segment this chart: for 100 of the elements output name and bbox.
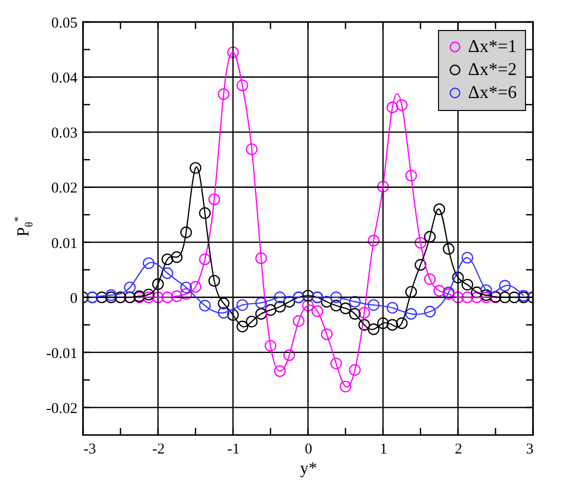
point (452, 292, 464, 304)
point (218, 306, 230, 319)
point (236, 299, 248, 311)
point (236, 79, 248, 92)
point (199, 254, 211, 266)
point (470, 286, 483, 298)
point (208, 193, 220, 206)
point (246, 143, 258, 156)
point (302, 290, 314, 302)
point (292, 315, 304, 327)
point (236, 320, 248, 332)
legend-label: Δx*=6 (468, 82, 517, 102)
point (386, 302, 398, 314)
point (377, 317, 389, 330)
x-tick-label: 1 (380, 442, 388, 458)
point (152, 292, 164, 304)
point (508, 292, 520, 304)
point (170, 251, 183, 263)
point (208, 274, 220, 287)
point (330, 358, 342, 370)
point (462, 292, 474, 304)
point (330, 292, 342, 304)
y-tick-label: -0.02 (46, 400, 78, 417)
point (283, 349, 296, 361)
point (414, 259, 426, 271)
point (218, 88, 230, 100)
y-tick-label: 0.01 (51, 236, 78, 252)
point (330, 300, 342, 312)
point (142, 257, 154, 270)
point (340, 302, 352, 314)
x-tick-label: -1 (227, 442, 240, 458)
point (340, 380, 352, 392)
point (142, 292, 154, 304)
point (180, 282, 192, 294)
point (302, 300, 314, 312)
point (358, 319, 370, 331)
point (180, 226, 192, 238)
point (386, 102, 398, 114)
x-tick-label: 0 (304, 442, 312, 458)
point (105, 289, 117, 301)
point (349, 308, 361, 320)
point (274, 300, 286, 313)
y-tick-label: 0.03 (51, 126, 78, 142)
point (320, 296, 333, 308)
y-tick-label: 0.04 (51, 70, 78, 87)
point (142, 288, 154, 300)
point (462, 278, 474, 290)
point (218, 298, 230, 310)
point (283, 296, 296, 308)
point (255, 297, 267, 309)
legend-label: Δx*=2 (468, 59, 517, 79)
point (424, 230, 436, 243)
point (405, 170, 417, 182)
point (499, 280, 511, 292)
point (470, 292, 483, 304)
point (170, 290, 183, 302)
x-axis-title: y* (300, 458, 317, 478)
point (274, 365, 286, 377)
point (405, 286, 417, 298)
point (255, 308, 267, 320)
point (190, 281, 202, 293)
point (386, 319, 398, 331)
point (190, 162, 202, 174)
legend-label: Δx*=1 (468, 36, 517, 56)
point (274, 292, 286, 304)
point (96, 292, 108, 304)
point (312, 305, 324, 317)
y-tick-label: 0.05 (51, 16, 78, 32)
point (349, 296, 361, 308)
point (405, 308, 417, 320)
point (424, 306, 436, 318)
point (199, 300, 211, 312)
point (227, 46, 239, 58)
point (377, 180, 389, 192)
y-tick-label: 0 (70, 290, 78, 307)
point (442, 243, 454, 255)
x-tick-label: -2 (152, 442, 165, 458)
point (462, 252, 474, 264)
point (320, 328, 333, 340)
point (368, 234, 380, 246)
point (180, 288, 192, 300)
point (499, 292, 511, 304)
point (264, 340, 276, 352)
y-tick-label: 0.02 (51, 180, 78, 197)
point (433, 203, 446, 216)
point (246, 316, 258, 328)
point (368, 323, 380, 336)
point (396, 317, 408, 330)
point (480, 284, 492, 296)
x-tick-label: 3 (526, 442, 534, 458)
point (162, 254, 174, 266)
point (349, 364, 361, 376)
point (264, 304, 276, 316)
point (452, 272, 464, 284)
point (414, 236, 426, 249)
point (162, 292, 174, 304)
point (480, 292, 492, 304)
point (255, 252, 267, 264)
point (433, 284, 446, 297)
point (480, 289, 492, 301)
